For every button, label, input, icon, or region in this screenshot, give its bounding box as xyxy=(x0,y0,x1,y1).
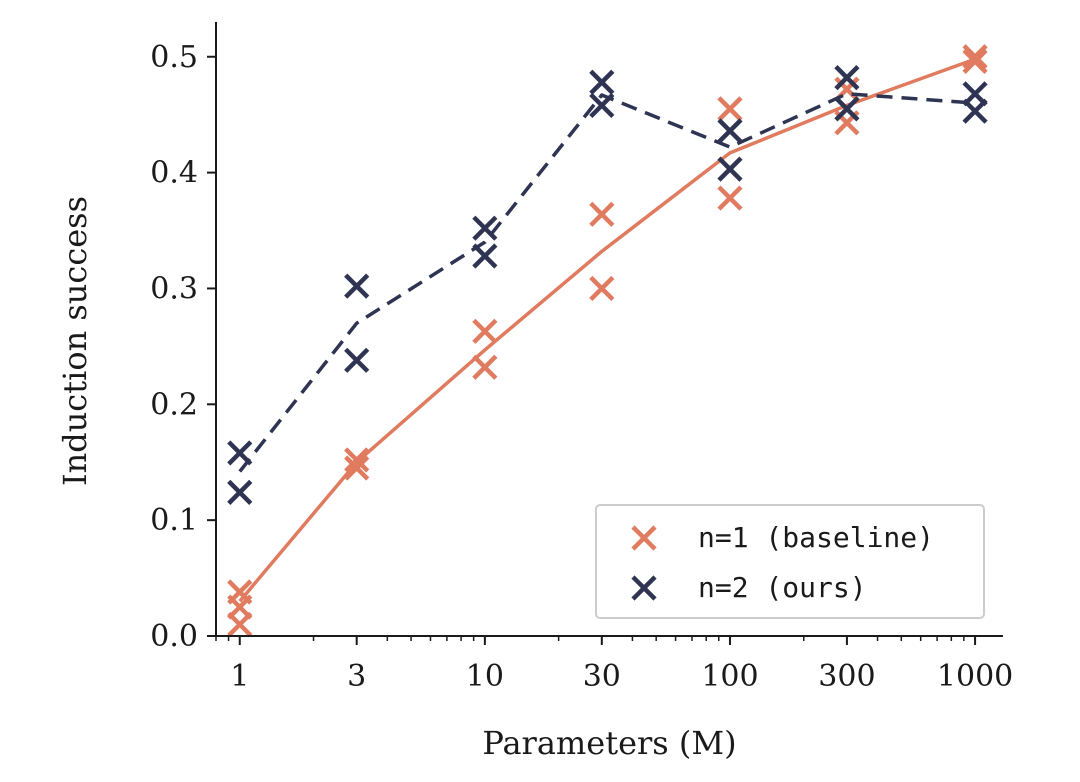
data-point-marker xyxy=(344,447,370,473)
legend-marker xyxy=(631,575,657,601)
x-tick-label: 100 xyxy=(701,659,758,694)
y-tick-label: 0.2 xyxy=(150,387,198,422)
data-point-marker xyxy=(717,185,743,211)
series-1 xyxy=(227,44,988,638)
x-tick-label: 10 xyxy=(466,659,504,694)
y-axis-title: Induction success xyxy=(56,196,94,486)
x-ticks: 1 3 10 30 100 300 1000 xyxy=(215,636,1013,694)
data-point-marker xyxy=(962,48,988,74)
data-point-marker xyxy=(834,96,860,122)
series-layer xyxy=(227,44,988,638)
data-point-marker xyxy=(227,440,253,466)
y-tick-label: 0.3 xyxy=(150,271,198,306)
x-axis-title: Parameters (M) xyxy=(482,724,736,762)
data-point-marker xyxy=(344,347,370,373)
x-tick-label: 30 xyxy=(583,659,621,694)
y-tick-label: 0.4 xyxy=(150,156,198,191)
legend-label: n=1 (baseline) xyxy=(698,521,934,554)
data-point-marker xyxy=(589,201,615,227)
data-point-marker xyxy=(589,275,615,302)
data-point-marker xyxy=(227,479,253,505)
x-tick-label: 1000 xyxy=(937,659,1013,694)
data-point-marker xyxy=(834,65,860,91)
legend-marker xyxy=(631,525,657,551)
series-2 xyxy=(227,65,988,505)
data-point-marker xyxy=(717,118,743,144)
legend-box xyxy=(595,504,985,619)
legend-label: n=2 (ours) xyxy=(698,571,867,604)
y-tick-label: 0.0 xyxy=(150,619,198,654)
y-ticks: 0.0 0.1 0.2 0.3 0.4 0.5 xyxy=(150,40,216,654)
data-point-marker xyxy=(962,98,988,124)
data-point-marker xyxy=(344,455,370,481)
data-point-marker xyxy=(717,96,743,122)
series-line xyxy=(238,92,976,473)
legend: n=1 (baseline) n=2 (ours) xyxy=(595,504,985,619)
data-point-marker xyxy=(962,44,988,70)
y-tick-label: 0.5 xyxy=(150,40,198,75)
data-point-marker xyxy=(472,318,498,344)
data-point-marker xyxy=(717,156,743,182)
legend-item: n=2 (ours) xyxy=(631,571,867,604)
data-point-marker xyxy=(472,354,498,380)
data-point-marker xyxy=(589,69,615,95)
legend-item: n=1 (baseline) xyxy=(631,521,934,554)
data-point-marker xyxy=(227,611,253,638)
x-tick-label: 1 xyxy=(230,659,249,694)
axes-layer: 1 3 10 30 100 300 1000 0.0 0.1 0.2 0.3 0.4 0.5 Para… xyxy=(56,22,1013,762)
data-point-marker xyxy=(472,243,498,269)
data-point-marker xyxy=(589,92,615,119)
x-tick-label: 300 xyxy=(818,659,875,694)
y-tick-label: 0.1 xyxy=(150,503,198,538)
data-point-marker xyxy=(344,273,370,299)
legend-items: n=1 (baseline) n=2 (ours) xyxy=(631,521,934,604)
data-point-marker xyxy=(472,215,498,241)
x-tick-label: 3 xyxy=(347,659,366,694)
